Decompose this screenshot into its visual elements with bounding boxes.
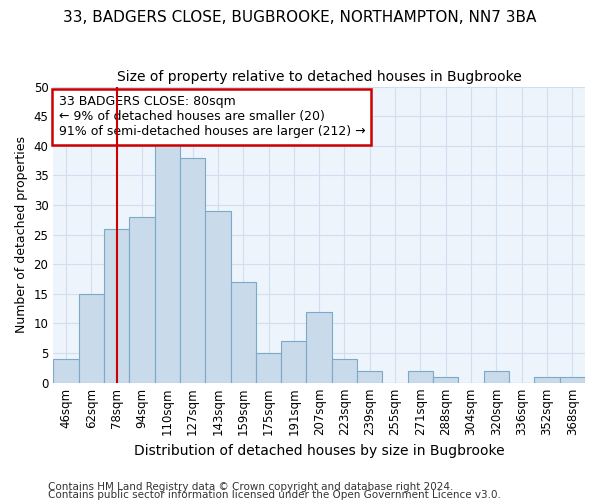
Bar	[230, 282, 256, 382]
Bar	[79, 294, 104, 382]
Text: 33 BADGERS CLOSE: 80sqm
← 9% of detached houses are smaller (20)
91% of semi-det: 33 BADGERS CLOSE: 80sqm ← 9% of detached…	[59, 96, 365, 138]
Bar	[307, 312, 332, 382]
Bar	[332, 359, 357, 382]
Bar	[53, 359, 79, 382]
Text: 33, BADGERS CLOSE, BUGBROOKE, NORTHAMPTON, NN7 3BA: 33, BADGERS CLOSE, BUGBROOKE, NORTHAMPTO…	[64, 10, 536, 25]
Bar	[281, 341, 307, 382]
Text: Contains HM Land Registry data © Crown copyright and database right 2024.: Contains HM Land Registry data © Crown c…	[48, 482, 454, 492]
Bar	[433, 377, 458, 382]
X-axis label: Distribution of detached houses by size in Bugbrooke: Distribution of detached houses by size …	[134, 444, 505, 458]
Bar	[357, 371, 382, 382]
Bar	[104, 228, 129, 382]
Bar	[155, 134, 180, 382]
Y-axis label: Number of detached properties: Number of detached properties	[15, 136, 28, 333]
Bar	[484, 371, 509, 382]
Bar	[205, 211, 230, 382]
Bar	[256, 353, 281, 382]
Bar	[408, 371, 433, 382]
Bar	[180, 158, 205, 382]
Bar	[129, 217, 155, 382]
Title: Size of property relative to detached houses in Bugbrooke: Size of property relative to detached ho…	[117, 70, 521, 84]
Text: Contains public sector information licensed under the Open Government Licence v3: Contains public sector information licen…	[48, 490, 501, 500]
Bar	[560, 377, 585, 382]
Bar	[535, 377, 560, 382]
